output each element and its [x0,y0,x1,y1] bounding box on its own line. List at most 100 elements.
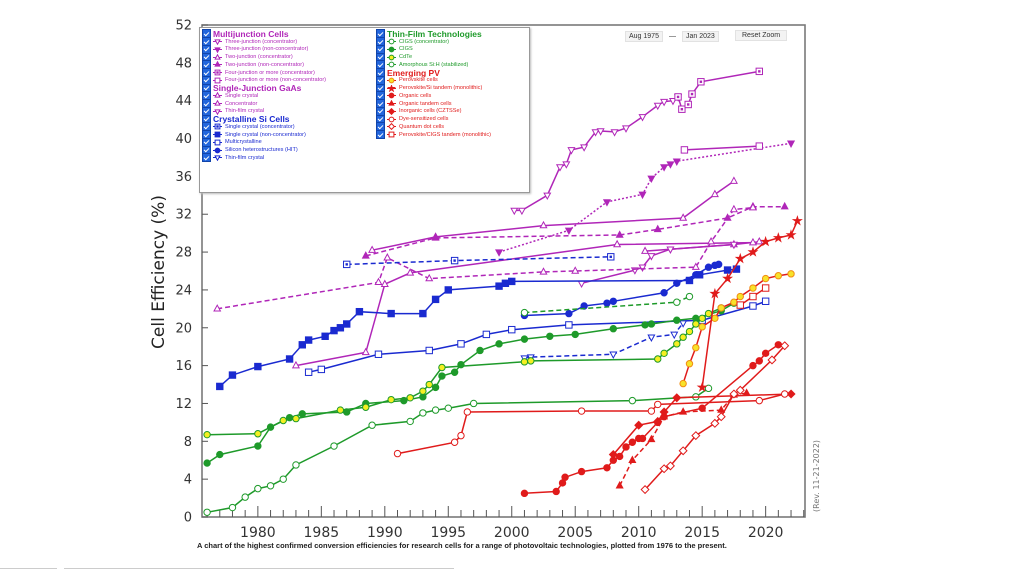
legend-item[interactable]: Three-junction (concentrator) [202,37,326,47]
data-point [388,38,395,45]
legend-symbol-tri-up-open-icon [213,92,222,99]
revision-label: (Rev. 11-21-2022) [812,440,821,512]
legend-item[interactable]: Organic cells [376,91,491,101]
data-point [755,236,764,245]
series-line [219,268,737,387]
series-line [217,206,754,310]
legend-item-label: Inorganic cells (CZTSSe) [399,108,462,115]
legend-item[interactable]: CdTe [376,52,491,62]
data-point [749,292,757,301]
y-tick-label: 24 [175,283,192,298]
zoom-to-input[interactable]: Jan 2023 [681,31,719,42]
data-point [672,393,682,403]
y-tick-label: 4 [184,473,192,488]
data-point [450,368,459,376]
data-point [628,396,637,405]
data-point [298,341,306,349]
legend-item[interactable]: Thin-film crystal [202,153,326,163]
data-point [692,271,700,279]
legend-item[interactable]: Perovskite/Si tandem (monolithic) [376,83,491,93]
legend-item[interactable]: Perovskite cells [376,75,491,85]
data-point [660,164,669,172]
legend-item[interactable]: Multicrystalline [202,137,326,147]
data-point [638,114,647,122]
data-point [254,442,262,450]
data-point [388,61,395,68]
data-point [714,260,723,269]
data-point [704,263,713,271]
legend-item[interactable]: Single crystal (non-concentrator) [202,130,326,140]
data-point [539,267,548,275]
legend-group-header[interactable]: Thin-Film Technologies [376,29,491,39]
legend-item[interactable]: Four-junction or more (concentrator) [202,68,326,78]
legend-item[interactable]: Single crystal (concentrator) [202,122,326,132]
data-point [388,92,395,99]
data-point [254,362,262,371]
legend-item-label: Perovskite/Si tandem (monolithic) [399,85,483,92]
data-point [780,201,789,210]
legend-item[interactable]: Organic tandem cells [376,99,491,109]
data-point [692,343,700,352]
data-point [387,107,396,115]
data-point [304,336,313,344]
data-point [388,54,395,61]
reset-zoom-button[interactable]: Reset Zoom [735,30,788,41]
legend-item[interactable]: Concentrator [202,99,326,109]
series-dye-sensitized-cells [393,390,789,458]
data-point [393,449,402,458]
legend-item-checkbox[interactable] [202,153,211,163]
legend-group-header[interactable]: Single-Junction GaAs [202,83,326,93]
data-point [767,355,777,365]
data-point [388,131,395,138]
series-line [498,142,792,253]
data-point [678,446,688,456]
data-point [609,325,618,333]
legend-item[interactable]: Silicon heterostructures (HIT) [202,145,326,155]
legend-item[interactable]: Three-junction (non-concentrator) [202,44,326,54]
legend-symbol-square-filled-icon [213,131,222,138]
series-line [207,307,722,436]
legend-symbol-square-open-icon [213,77,222,84]
data-point [707,236,716,245]
data-point [214,47,221,53]
legend-group-header[interactable]: Multijunction Cells [202,29,326,39]
data-point [647,334,656,342]
legend-item-label: Three-junction (non-concentrator) [225,46,309,53]
y-tick-label: 20 [175,321,192,336]
series-cigs-concentrator- [520,292,694,317]
data-point [660,349,668,358]
legend-item[interactable]: Dye-sensitized cells [376,114,491,124]
x-tick-label: 2015 [684,525,720,541]
legend-item[interactable]: CIGS (concentrator) [376,37,491,47]
legend-group-header[interactable]: Emerging PV [376,68,491,78]
data-point [552,487,560,496]
data-point [659,464,669,474]
data-point [709,287,721,299]
legend-item[interactable]: Inorganic cells (CZTSSe) [376,106,491,116]
legend-symbol-square-dot-icon [213,123,222,130]
legend-item[interactable]: CIGS [376,44,491,54]
legend-item[interactable]: Quantum dot cells [376,122,491,132]
legend-item-label: Organic tandem cells [399,100,452,107]
legend-item-checkbox[interactable] [376,130,385,140]
data-point [374,277,383,286]
data-point [482,330,491,339]
x-tick-label: 2010 [621,525,657,541]
legend-item[interactable]: Two-junction (concentrator) [202,52,326,62]
data-point-dot [609,255,612,259]
data-point [336,406,345,414]
legend-item-label: Four-junction or more (concentrator) [225,69,315,76]
legend-item[interactable]: Two-junction (non-concentrator) [202,60,326,70]
data-point [780,390,789,398]
data-point [761,349,770,358]
legend-symbol-square-dot-icon [213,69,222,76]
data-point [562,161,571,169]
legend-group-header[interactable]: Crystalline Si Cells [202,114,326,124]
data-point-dot [758,70,761,73]
zoom-from-input[interactable]: Aug 1975 [625,31,663,42]
data-point [698,323,706,331]
legend-item[interactable]: Single crystal [202,91,326,101]
data-point [647,175,656,184]
legend-item[interactable]: Perovskite/CIGS tandem (monolithic) [376,130,491,140]
legend-item-label: Perovskite cells [399,77,438,84]
